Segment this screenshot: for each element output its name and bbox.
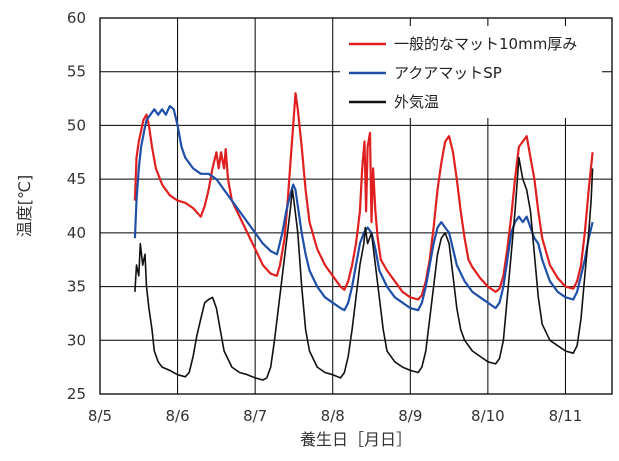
y-tick-label: 50	[67, 116, 86, 134]
plot-frame	[99, 17, 613, 395]
y-axis-title: 温度[℃]	[15, 175, 34, 237]
x-axis-title: 養生日［月日］	[300, 430, 412, 449]
y-tick-label: 60	[67, 9, 86, 27]
x-tick-label: 8/6	[166, 407, 190, 425]
series-lines	[133, 92, 594, 381]
x-tick-label: 8/11	[549, 407, 583, 425]
legend-label: 外気温	[394, 93, 439, 111]
x-tick-label: 8/5	[88, 407, 112, 425]
y-tick-label: 25	[67, 385, 86, 403]
y-tick-label: 40	[67, 224, 86, 242]
series-line-1	[133, 92, 594, 301]
legend-label: アクアマットSP	[394, 64, 502, 82]
x-tick-label: 8/10	[471, 407, 505, 425]
x-tick-label: 8/7	[243, 407, 267, 425]
y-tick-label: 45	[67, 170, 86, 188]
y-axis-ticks: 25 30 35 40 45 50 55 60	[67, 9, 86, 403]
x-tick-label: 8/8	[321, 407, 345, 425]
x-tick-label: 8/9	[398, 407, 422, 425]
legend-label: 一般的なマット10mm厚み	[394, 35, 577, 53]
y-tick-label: 35	[67, 278, 86, 296]
x-axis-ticks: 8/5 8/6 8/7 8/8 8/9 8/10 8/11	[88, 407, 582, 425]
y-tick-label: 55	[67, 63, 86, 81]
series-line-3	[134, 156, 594, 381]
y-tick-label: 30	[67, 331, 86, 349]
grid-lines	[100, 18, 612, 394]
series-line-2	[133, 105, 594, 312]
